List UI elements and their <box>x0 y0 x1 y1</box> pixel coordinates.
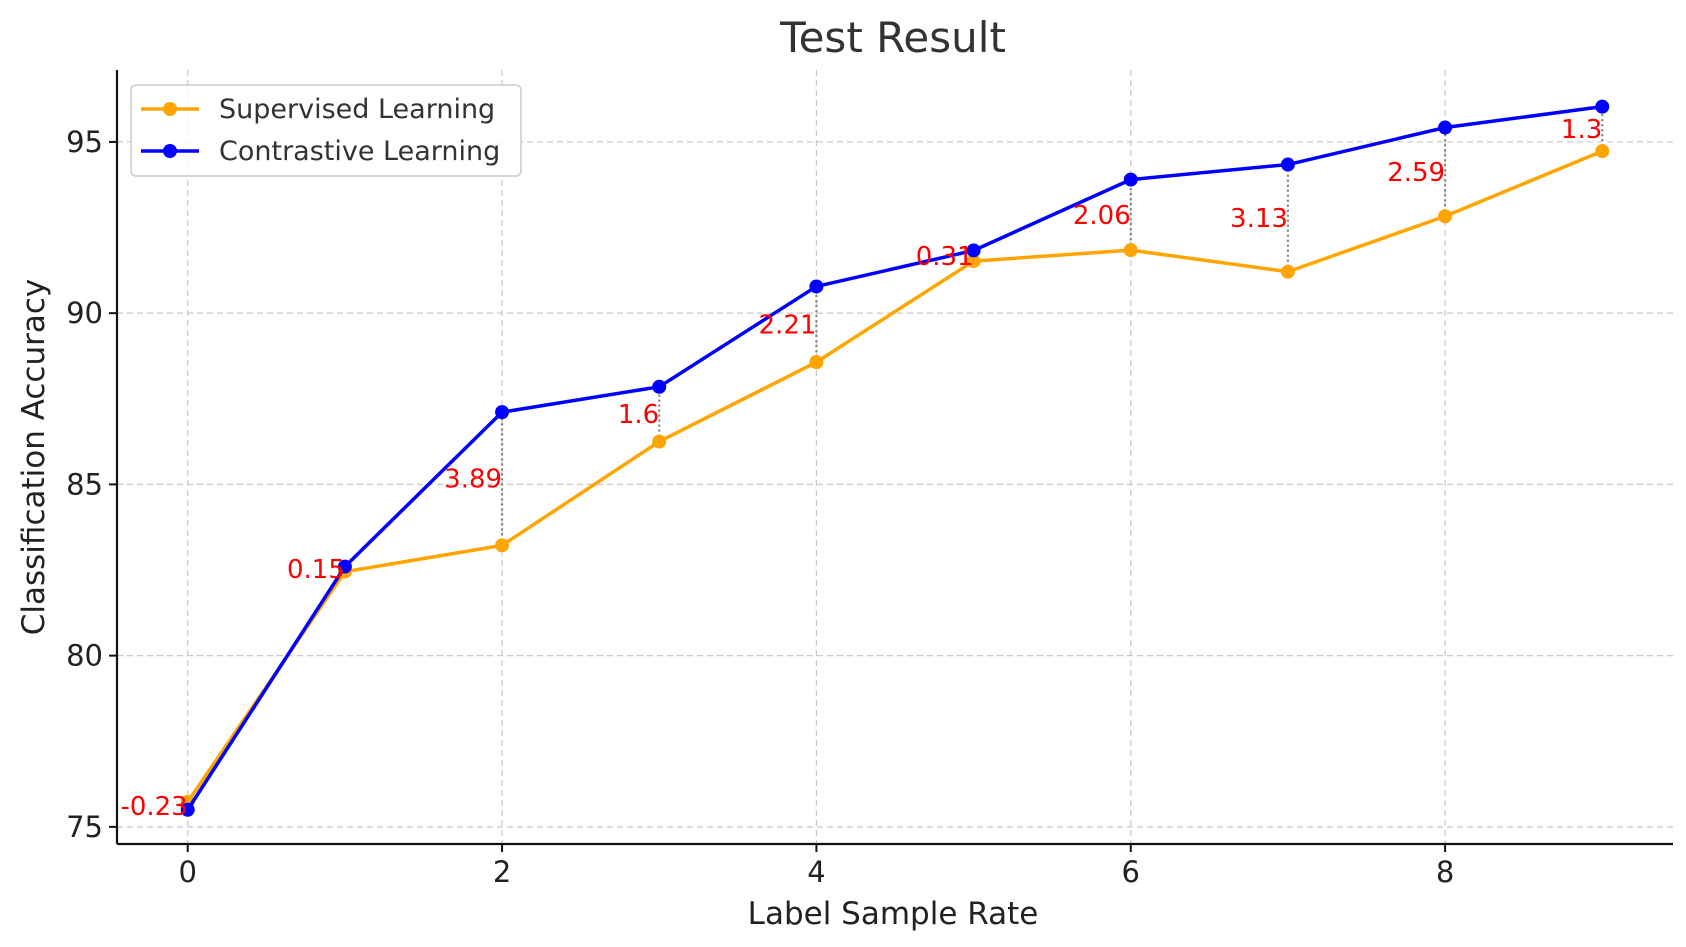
grid-lines <box>117 70 1673 844</box>
data-point-contrastive <box>495 405 510 420</box>
data-point-supervised <box>1123 243 1138 258</box>
y-tick-label: 90 <box>66 296 103 330</box>
data-point-supervised <box>809 355 824 370</box>
y-axis-ticks: 75 80 85 90 95 <box>66 125 117 844</box>
legend-marker-supervised <box>163 102 177 116</box>
y-axis-label: Classification Accuracy <box>16 279 52 636</box>
x-tick-label: 4 <box>807 855 825 889</box>
x-tick-label: 8 <box>1436 855 1454 889</box>
difference-label: 3.13 <box>1230 204 1288 234</box>
data-point-contrastive <box>966 243 981 258</box>
data-point-contrastive <box>1123 172 1138 187</box>
plot-area: -0.23 0.15 3.89 1.6 2.21 0.31 2.06 3.13 2.59 1.3 <box>115 70 1673 846</box>
data-point-supervised <box>495 538 510 553</box>
x-axis-ticks: 0 2 4 6 8 <box>179 844 1454 889</box>
difference-label: 2.06 <box>1073 201 1131 231</box>
data-point-contrastive <box>1280 157 1295 172</box>
legend: Supervised Learning Contrastive Learning <box>130 84 522 177</box>
data-point-contrastive <box>809 279 824 294</box>
data-point-contrastive <box>1595 99 1610 114</box>
data-point-contrastive <box>1438 120 1453 135</box>
legend-label-supervised: Supervised Learning <box>219 94 495 125</box>
difference-connectors <box>186 106 1604 810</box>
legend-label-contrastive: Contrastive Learning <box>219 136 500 167</box>
x-tick-label: 0 <box>179 855 197 889</box>
difference-label: 2.21 <box>759 310 817 340</box>
data-point-supervised <box>652 434 667 449</box>
series-line-supervised <box>186 149 1603 803</box>
data-point-supervised <box>1438 209 1453 224</box>
difference-label: 1.6 <box>618 400 659 430</box>
data-point-supervised <box>1595 144 1610 159</box>
data-point-supervised <box>966 254 981 269</box>
y-tick-label: 95 <box>66 125 103 159</box>
difference-label: 0.31 <box>916 242 974 272</box>
x-tick-label: 6 <box>1122 855 1140 889</box>
data-point-contrastive <box>652 379 667 394</box>
y-tick-label: 75 <box>66 810 103 844</box>
chart-title: Test Result <box>779 13 1006 62</box>
series-line-contrastive <box>186 104 1603 811</box>
difference-label: -0.23 <box>120 792 187 822</box>
y-tick-label: 80 <box>66 639 103 673</box>
difference-labels: -0.23 0.15 3.89 1.6 2.21 0.31 2.06 3.13 2.59 1.3 <box>120 115 1602 822</box>
difference-label: 2.59 <box>1387 158 1445 188</box>
data-point-supervised <box>1280 264 1295 279</box>
difference-label: 0.15 <box>287 555 345 585</box>
data-point-contrastive <box>337 559 352 574</box>
series-lines <box>180 99 1610 817</box>
x-tick-label: 2 <box>493 855 511 889</box>
x-axis-label: Label Sample Rate <box>748 896 1039 932</box>
data-point-contrastive <box>180 802 195 817</box>
difference-label: 1.3 <box>1561 115 1602 145</box>
y-tick-label: 85 <box>66 467 103 501</box>
legend-marker-contrastive <box>163 144 177 158</box>
legend-box <box>130 84 522 177</box>
difference-label: 3.89 <box>444 465 502 495</box>
